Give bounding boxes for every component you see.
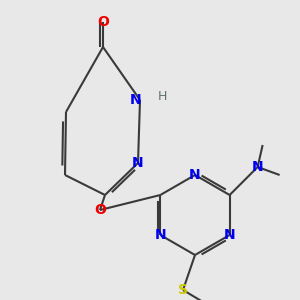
Text: N: N	[224, 228, 236, 242]
Text: H: H	[157, 91, 167, 103]
Text: N: N	[130, 93, 142, 107]
Text: N: N	[189, 168, 201, 182]
Text: S: S	[178, 283, 188, 297]
Text: N: N	[154, 228, 166, 242]
Text: N: N	[252, 160, 263, 174]
Text: O: O	[97, 15, 109, 29]
Text: O: O	[94, 203, 106, 217]
Text: N: N	[132, 156, 144, 170]
